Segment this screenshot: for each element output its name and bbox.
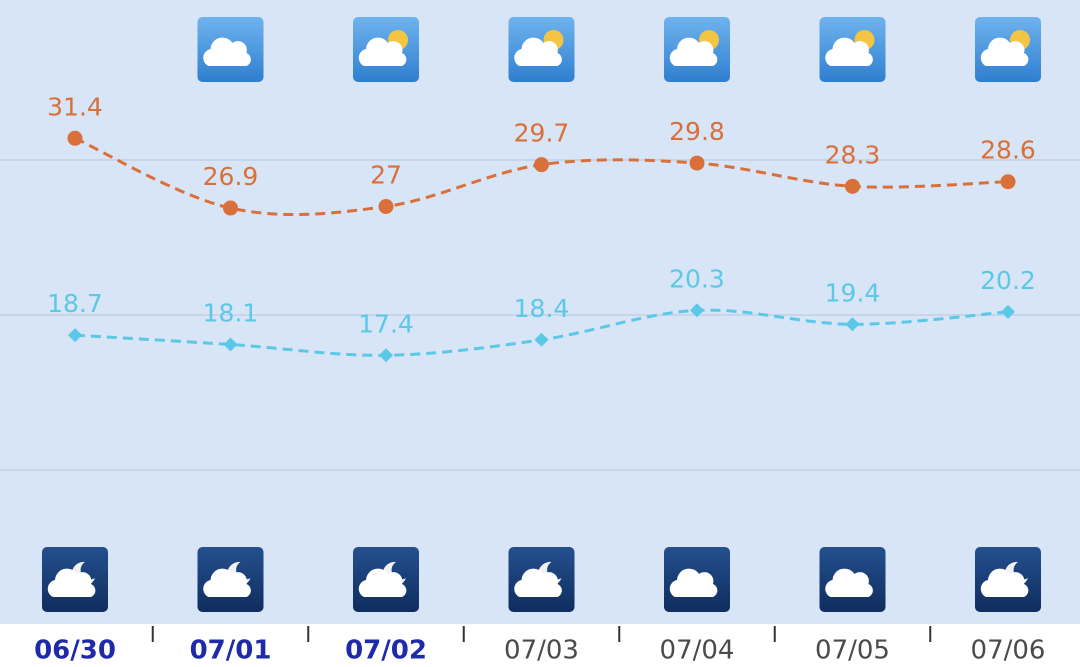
cloud [825,568,873,597]
value-label: 28.6 [980,136,1036,165]
data-point [689,155,705,171]
cloud [980,568,1029,597]
value-label: 26.9 [203,162,259,191]
data-point [534,332,549,347]
cloud [669,37,718,66]
data-point [845,178,860,194]
day-weather-icon [508,17,575,82]
data-point [68,328,82,343]
night-weather-icon [975,547,1041,612]
day-weather-icon [353,17,419,82]
day-weather-icon [664,17,730,82]
value-label: 29.8 [669,117,725,146]
cloud [203,568,251,597]
data-point [223,200,238,216]
data-point [690,303,704,318]
data-point [67,130,83,146]
value-label: 27 [370,161,402,190]
day-weather-icon [975,17,1041,82]
day-weather-icon [819,17,886,82]
value-label: 19.4 [825,278,881,307]
value-label: 18.4 [514,294,570,323]
date-label: 07/02 [345,636,427,666]
data-point [1000,174,1016,190]
night-weather-icon [42,547,108,612]
date-label: 07/05 [815,636,890,666]
cloud [358,568,407,597]
data-point [223,337,238,352]
cloud [825,37,873,66]
value-label: 18.1 [203,298,259,327]
night-weather-icon [197,547,264,612]
value-label: 20.2 [980,266,1036,295]
date-label: 06/30 [34,636,116,666]
value-label: 20.3 [669,264,725,293]
night-weather-icon [664,547,730,612]
cloud [514,568,562,597]
date-label: 07/01 [190,636,272,666]
cloud [980,37,1029,66]
night-weather-icon [819,547,886,612]
data-point [1001,304,1015,319]
night-weather-icon [508,547,575,612]
data-point [379,348,393,363]
value-label: 17.4 [358,309,414,338]
cloud [669,568,718,597]
data-point [378,199,394,214]
cloud [514,37,562,66]
date-label: 07/06 [971,636,1046,666]
day-weather-icon [197,17,264,82]
night-weather-icon [353,547,419,612]
plot-background [0,0,1080,624]
value-label: 18.7 [47,289,103,318]
date-strip [0,624,1080,667]
date-label: 07/04 [660,636,735,666]
cloud [47,568,96,597]
cloud [203,37,251,66]
value-label: 29.7 [514,119,570,148]
cloud [358,37,407,66]
data-point [534,157,549,173]
data-point [845,317,860,332]
date-label: 07/03 [504,636,579,666]
value-label: 28.3 [825,140,881,169]
value-label: 31.4 [47,92,103,121]
